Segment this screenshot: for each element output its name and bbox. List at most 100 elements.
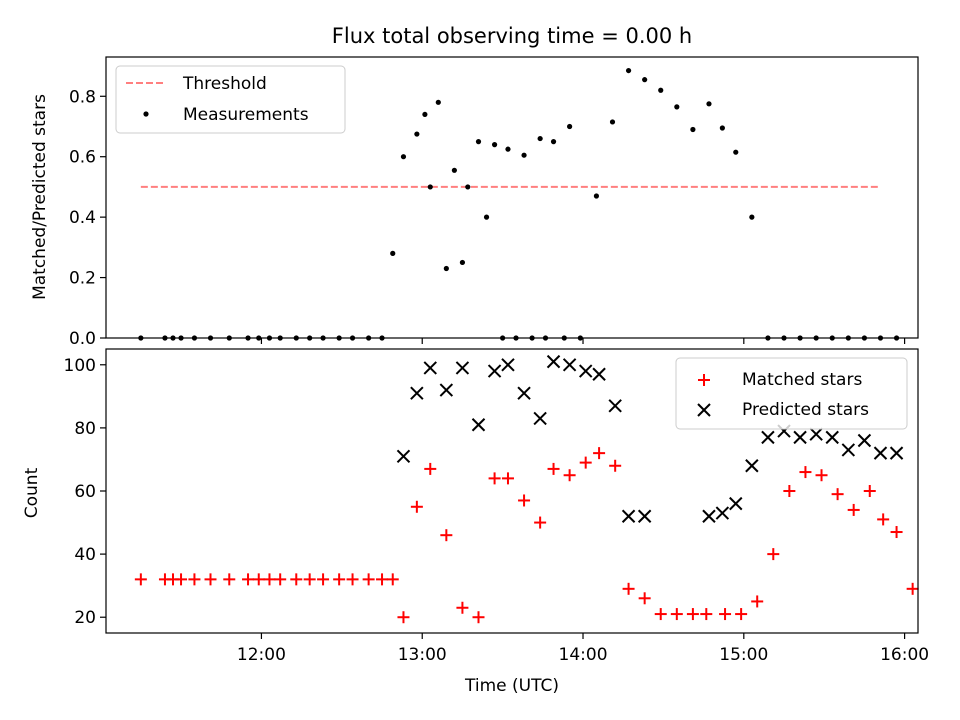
bottom-ylabel: Count [22, 467, 42, 518]
matched-star-point [317, 573, 330, 586]
measurement-point [451, 167, 457, 173]
matched-star-point [686, 608, 699, 621]
measurement-point [422, 111, 428, 118]
matched-star-point [252, 573, 265, 586]
measurement-point [642, 77, 648, 83]
matched-star-point [333, 573, 346, 586]
matched-star-point [700, 608, 713, 621]
bottom-x-tick-label: 12:00 [237, 645, 286, 665]
matched-star-point [593, 447, 606, 460]
matched-star-point [376, 573, 389, 586]
measurement-point [749, 214, 755, 220]
legend-predicted-swatch [697, 403, 711, 417]
measurement-point [521, 152, 527, 158]
predicted-star-point [471, 418, 486, 432]
predicted-star-point [825, 430, 839, 445]
measurement-point [593, 193, 600, 199]
measurement-point [690, 126, 696, 133]
matched-star-point [386, 573, 399, 586]
top-legend: Threshold Measurements [115, 65, 346, 134]
predicted-star-point [889, 446, 904, 460]
top-legend-box [115, 65, 346, 134]
predicted-star-point [608, 399, 622, 413]
matched-star-point [134, 573, 147, 586]
matched-star-point [863, 485, 876, 497]
matched-star-point [303, 573, 316, 586]
predicted-star-point [423, 361, 437, 375]
measurement-point [390, 250, 396, 256]
measurement-point [400, 154, 407, 160]
matched-star-point [831, 488, 844, 501]
bottom-y-tick-label: 40 [74, 545, 96, 565]
bottom-y-tick-label: 100 [64, 356, 96, 376]
chart-title: Flux total observing time = 0.00 h [332, 24, 692, 48]
predicted-star-point [621, 509, 636, 523]
matched-star-point [188, 573, 201, 586]
matched-star-point [877, 513, 890, 526]
bottom-xlabel: Time (UTC) [464, 676, 559, 696]
bottom-legend-box [675, 357, 908, 430]
matched-star-point [735, 608, 748, 621]
predicted-star-point [729, 496, 743, 511]
predicted-star-point [533, 411, 547, 426]
measurement-point [567, 123, 573, 130]
matched-star-point [346, 573, 359, 586]
bottom-x-tick-label: 14:00 [559, 645, 608, 665]
matched-star-point [204, 573, 217, 586]
matched-star-point [563, 469, 576, 482]
predicted-star-point [410, 386, 424, 400]
matched-star-point [488, 472, 501, 485]
measurement-point [435, 99, 441, 105]
legend-measurements-swatch [143, 111, 149, 117]
matched-star-point [783, 485, 796, 497]
matched-star-point [175, 573, 188, 586]
measurement-point [465, 184, 471, 190]
matched-star-point [638, 592, 651, 605]
predicted-star-point [873, 446, 888, 460]
top-ylabel: Matched/Predicted stars [30, 94, 50, 300]
measurement-point [483, 214, 490, 220]
predicted-star-point [702, 509, 716, 523]
matched-star-point [274, 573, 287, 586]
matched-star-point [799, 466, 812, 479]
predicted-star-point [637, 509, 652, 523]
measurement-point [414, 131, 420, 137]
measurement-point [550, 139, 557, 145]
top-y-tick-label: 0.8 [69, 87, 96, 107]
predicted-star-point [562, 358, 577, 372]
predicted-star-point [592, 367, 606, 381]
legend-matched-swatch [698, 374, 710, 386]
matched-star-point [767, 548, 780, 561]
top-y-axis: 0.0 0.2 0.4 0.6 0.8 [69, 87, 106, 349]
predicted-star-point [487, 364, 502, 378]
matched-star-point [518, 494, 531, 507]
bottom-x-tick-label: 15:00 [719, 645, 768, 665]
measurement-point [674, 104, 680, 110]
measurement-point [609, 119, 616, 125]
top-y-tick-label: 0.0 [69, 329, 96, 349]
measurement-point [733, 149, 739, 155]
matched-star-point [534, 516, 547, 529]
measurement-point [505, 146, 511, 152]
predicted-star-point [761, 430, 775, 445]
matched-star-point [751, 595, 764, 608]
measurement-point [706, 101, 712, 107]
top-y-tick-label: 0.2 [69, 269, 96, 289]
bottom-x-axis: 12:00 13:00 14:00 15:00 16:00 [237, 633, 929, 665]
matched-star-point [847, 503, 860, 516]
matched-star-point [654, 608, 667, 621]
predicted-star-point [841, 443, 856, 457]
bottom-plot-area [134, 354, 919, 624]
predicted-star-point [793, 430, 807, 445]
predicted-star-point [578, 364, 593, 378]
bottom-x-tick-label: 13:00 [398, 645, 447, 665]
measurement-point [658, 87, 664, 93]
predicted-star-point [715, 506, 730, 520]
measurement-point [475, 139, 482, 145]
predicted-star-point [546, 354, 561, 369]
bottom-legend: Matched stars Predicted stars [675, 357, 908, 430]
top-y-tick-label: 0.4 [69, 208, 96, 228]
predicted-star-point [857, 433, 872, 448]
bottom-y-axis: 20 40 60 80 100 [64, 356, 106, 628]
predicted-star-point [501, 358, 515, 372]
